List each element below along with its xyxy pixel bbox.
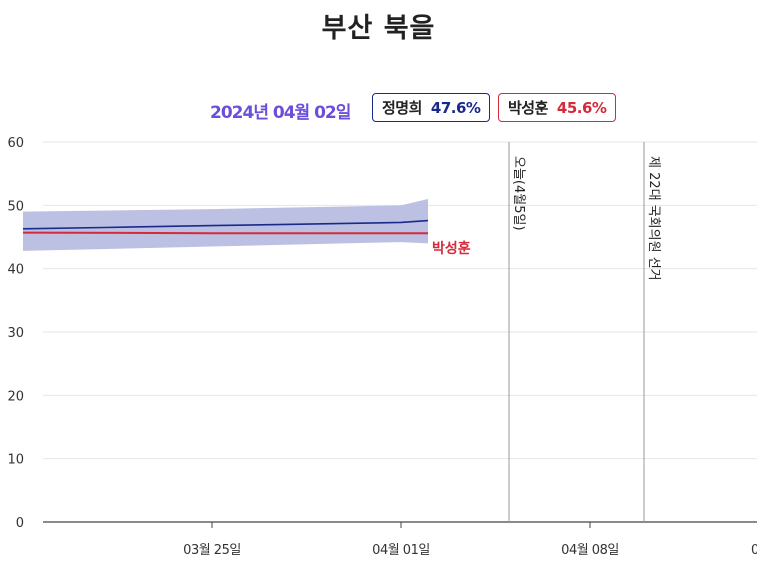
- x-tick-label: 0: [751, 543, 757, 558]
- y-tick-label: 50: [7, 199, 24, 214]
- x-tick-label: 03월 25일: [183, 543, 241, 558]
- x-tick-label: 04월 08일: [561, 543, 619, 558]
- x-tick-label: 04월 01일: [372, 543, 430, 558]
- page-title: 부산 북을: [321, 13, 436, 44]
- candidate-value: 47.6%: [430, 98, 481, 117]
- today-label: 오늘(4월5일): [511, 156, 526, 231]
- series-line-1: [22, 219, 429, 230]
- y-tick-label: 40: [7, 263, 24, 278]
- series-end-label: 박성훈: [432, 240, 471, 257]
- y-tick-label: 30: [7, 326, 24, 341]
- candidate-box-2: 박성훈 45.6%: [498, 93, 617, 122]
- series-line-2: [22, 231, 428, 235]
- candidate-name: 정명희: [382, 99, 422, 117]
- candidate-box-1: 정명희 47.6%: [372, 93, 491, 122]
- y-tick-label: 20: [7, 389, 24, 404]
- y-tick-label: 10: [7, 453, 24, 468]
- y-tick-label: 60: [7, 136, 24, 151]
- info-date: 2024년 04월 02일: [210, 103, 351, 123]
- election-day-label: 제 22대 국회의원 선거: [646, 156, 661, 281]
- y-tick-label: 0: [16, 516, 24, 531]
- candidate-name: 박성훈: [508, 99, 548, 117]
- candidate-value: 45.6%: [556, 98, 607, 117]
